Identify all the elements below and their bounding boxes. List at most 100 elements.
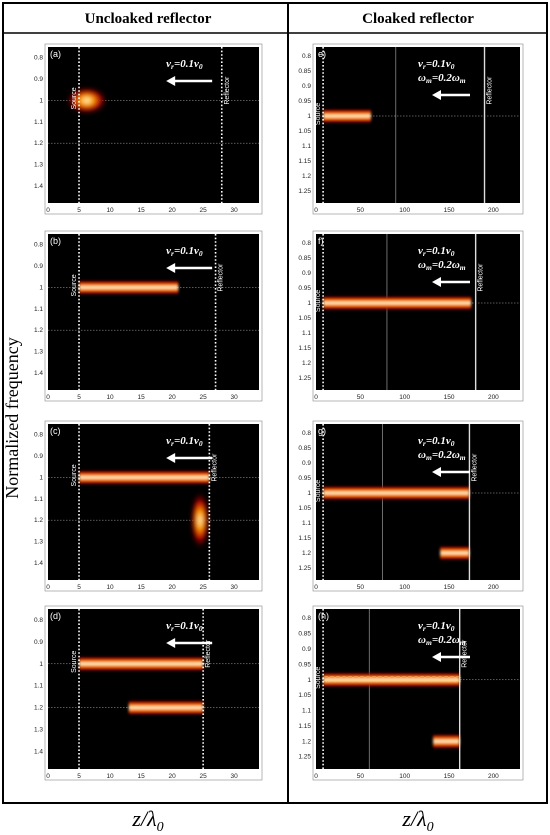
direction-arrow-head xyxy=(166,263,176,273)
y-tick-label: 1 xyxy=(39,661,43,668)
x-axis-label-right: z/λ0 xyxy=(401,806,433,835)
x-tick-label: 10 xyxy=(106,584,114,591)
velocity-annotation: vr=0.1v0 xyxy=(418,245,455,258)
y-tick-label: 1.2 xyxy=(302,550,311,557)
y-tick-label: 1.2 xyxy=(34,705,43,712)
y-tick-label: 1.15 xyxy=(298,535,311,542)
y-tick-label: 1.4 xyxy=(34,183,43,190)
beam-interference xyxy=(322,680,462,683)
panel-letter: (a) xyxy=(50,49,61,59)
x-tick-label: 15 xyxy=(137,584,145,591)
y-tick-label: 0.8 xyxy=(34,242,43,249)
beam-band xyxy=(323,108,371,124)
x-tick-label: 0 xyxy=(46,207,50,214)
beam-band xyxy=(79,280,179,295)
y-tick-label: 1.25 xyxy=(298,754,311,761)
modulation-annotation: ωm=0.2ωm xyxy=(418,72,466,85)
y-tick-label: 1.25 xyxy=(298,375,311,382)
panel-4: Source Reflector (d) vr=0.1v0 0 5 10 15 20 25 30 0.… xyxy=(34,605,263,781)
y-tick-label: 0.9 xyxy=(302,83,311,90)
y-tick-label: 0.8 xyxy=(34,617,43,624)
x-tick-label: 25 xyxy=(200,584,208,591)
y-tick-label: 0.85 xyxy=(298,68,311,75)
y-tick-label: 1.05 xyxy=(298,128,311,135)
y-tick-label: 1.3 xyxy=(34,539,43,546)
x-tick-label: 20 xyxy=(169,394,177,401)
reflector-label: Reflector xyxy=(218,263,225,292)
direction-arrow-head xyxy=(432,90,441,100)
y-tick-label: 1.1 xyxy=(302,708,311,715)
y-tick-label: 1.1 xyxy=(302,520,311,527)
panel-plot-area xyxy=(316,424,520,580)
x-tick-label: 25 xyxy=(200,207,208,214)
reflector-label: Reflector xyxy=(478,263,485,292)
x-tick-label: 0 xyxy=(314,773,318,780)
x-tick-label: 50 xyxy=(357,773,365,780)
velocity-annotation: vr=0.1v0 xyxy=(166,435,203,448)
source-label: Source xyxy=(315,480,322,502)
y-tick-label: 1.2 xyxy=(34,327,43,334)
reflector-label: Reflector xyxy=(487,76,494,105)
beam-spot xyxy=(66,87,107,114)
x-tick-label: 5 xyxy=(77,584,81,591)
panel-letter: (c) xyxy=(50,426,61,436)
x-tick-label: 50 xyxy=(357,584,365,591)
beam-interference xyxy=(322,679,462,682)
beam-band xyxy=(323,672,460,688)
y-tick-label: 1 xyxy=(307,300,311,307)
reflector-label: Reflector xyxy=(224,76,231,105)
velocity-annotation: vr=0.1v0 xyxy=(418,620,455,633)
beam-band xyxy=(440,545,470,561)
reflector-label: Reflector xyxy=(211,453,218,482)
x-tick-label: 15 xyxy=(137,207,145,214)
velocity-annotation: vr=0.1v0 xyxy=(418,58,455,71)
x-tick-label: 150 xyxy=(444,394,455,401)
y-tick-label: 1.25 xyxy=(298,188,311,195)
y-tick-label: 1.3 xyxy=(34,162,43,169)
direction-arrow-head xyxy=(166,76,176,86)
y-tick-label: 1.15 xyxy=(298,158,311,165)
panel-letter: g) xyxy=(318,426,326,436)
panel-3: Source Reflector (c) vr=0.1v0 0 5 10 15 20 25 30 0.… xyxy=(34,420,263,592)
x-tick-label: 5 xyxy=(77,207,81,214)
source-label: Source xyxy=(71,87,78,109)
y-tick-label: 0.8 xyxy=(34,55,43,62)
source-label: Source xyxy=(71,464,78,486)
x-tick-label: 10 xyxy=(106,773,114,780)
y-tick-label: 0.8 xyxy=(302,240,311,247)
panel-plot-area xyxy=(48,424,259,580)
x-tick-label: 50 xyxy=(357,207,365,214)
x-tick-label: 0 xyxy=(46,584,50,591)
x-tick-label: 30 xyxy=(231,207,239,214)
y-tick-label: 1.1 xyxy=(34,496,43,503)
x-tick-label: 100 xyxy=(399,773,410,780)
x-tick-label: 10 xyxy=(106,394,114,401)
x-tick-label: 200 xyxy=(488,394,499,401)
x-tick-label: 30 xyxy=(231,584,239,591)
x-tick-label: 5 xyxy=(77,394,81,401)
beam-reflected-spot xyxy=(190,492,210,549)
y-tick-label: 1.2 xyxy=(34,517,43,524)
y-tick-label: 0.9 xyxy=(302,460,311,467)
beam-band xyxy=(128,700,204,716)
y-tick-label: 0.95 xyxy=(298,98,311,105)
x-tick-label: 100 xyxy=(399,207,410,214)
y-tick-label: 1 xyxy=(307,113,311,120)
y-tick-label: 1.3 xyxy=(34,727,43,734)
direction-arrow-head xyxy=(166,638,176,648)
x-tick-label: 150 xyxy=(444,207,455,214)
x-tick-label: 10 xyxy=(106,207,114,214)
x-tick-label: 25 xyxy=(200,773,208,780)
beam-band xyxy=(323,295,472,311)
y-tick-label: 1.1 xyxy=(34,306,43,313)
beam-band xyxy=(79,470,210,485)
y-tick-label: 0.85 xyxy=(298,255,311,262)
x-tick-label: 30 xyxy=(231,394,239,401)
y-tick-label: 1 xyxy=(39,474,43,481)
beam-interference xyxy=(322,676,462,679)
panel-plot-area xyxy=(48,234,259,390)
direction-arrow-head xyxy=(166,453,176,463)
